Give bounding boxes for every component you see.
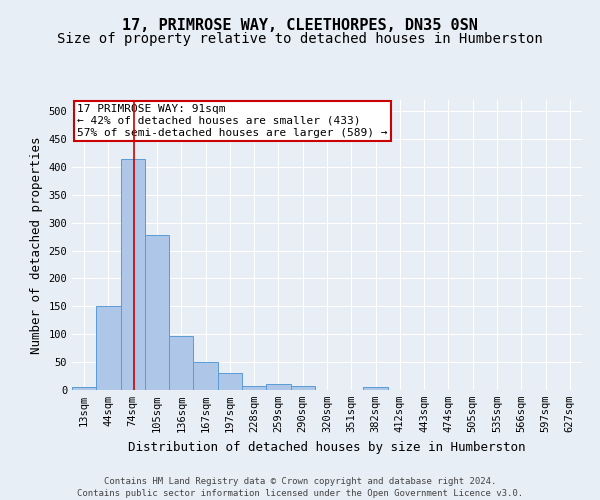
Bar (218, 374, 242, 390)
Bar (242, 386, 266, 390)
Bar (266, 384, 290, 390)
Bar (72, 387, 96, 390)
Text: Contains HM Land Registry data © Crown copyright and database right 2024.
Contai: Contains HM Land Registry data © Crown c… (77, 476, 523, 498)
Bar (290, 386, 315, 390)
Bar (193, 362, 218, 390)
Y-axis label: Number of detached properties: Number of detached properties (30, 136, 43, 354)
Bar (121, 158, 145, 390)
Bar (145, 235, 169, 390)
Text: Size of property relative to detached houses in Humberston: Size of property relative to detached ho… (57, 32, 543, 46)
Text: 17, PRIMROSE WAY, CLEETHORPES, DN35 0SN: 17, PRIMROSE WAY, CLEETHORPES, DN35 0SN (122, 18, 478, 32)
X-axis label: Distribution of detached houses by size in Humberston: Distribution of detached houses by size … (128, 440, 526, 454)
Bar (96, 306, 121, 390)
Bar (364, 387, 388, 390)
Text: 17 PRIMROSE WAY: 91sqm
← 42% of detached houses are smaller (433)
57% of semi-de: 17 PRIMROSE WAY: 91sqm ← 42% of detached… (77, 104, 388, 138)
Bar (169, 336, 193, 390)
